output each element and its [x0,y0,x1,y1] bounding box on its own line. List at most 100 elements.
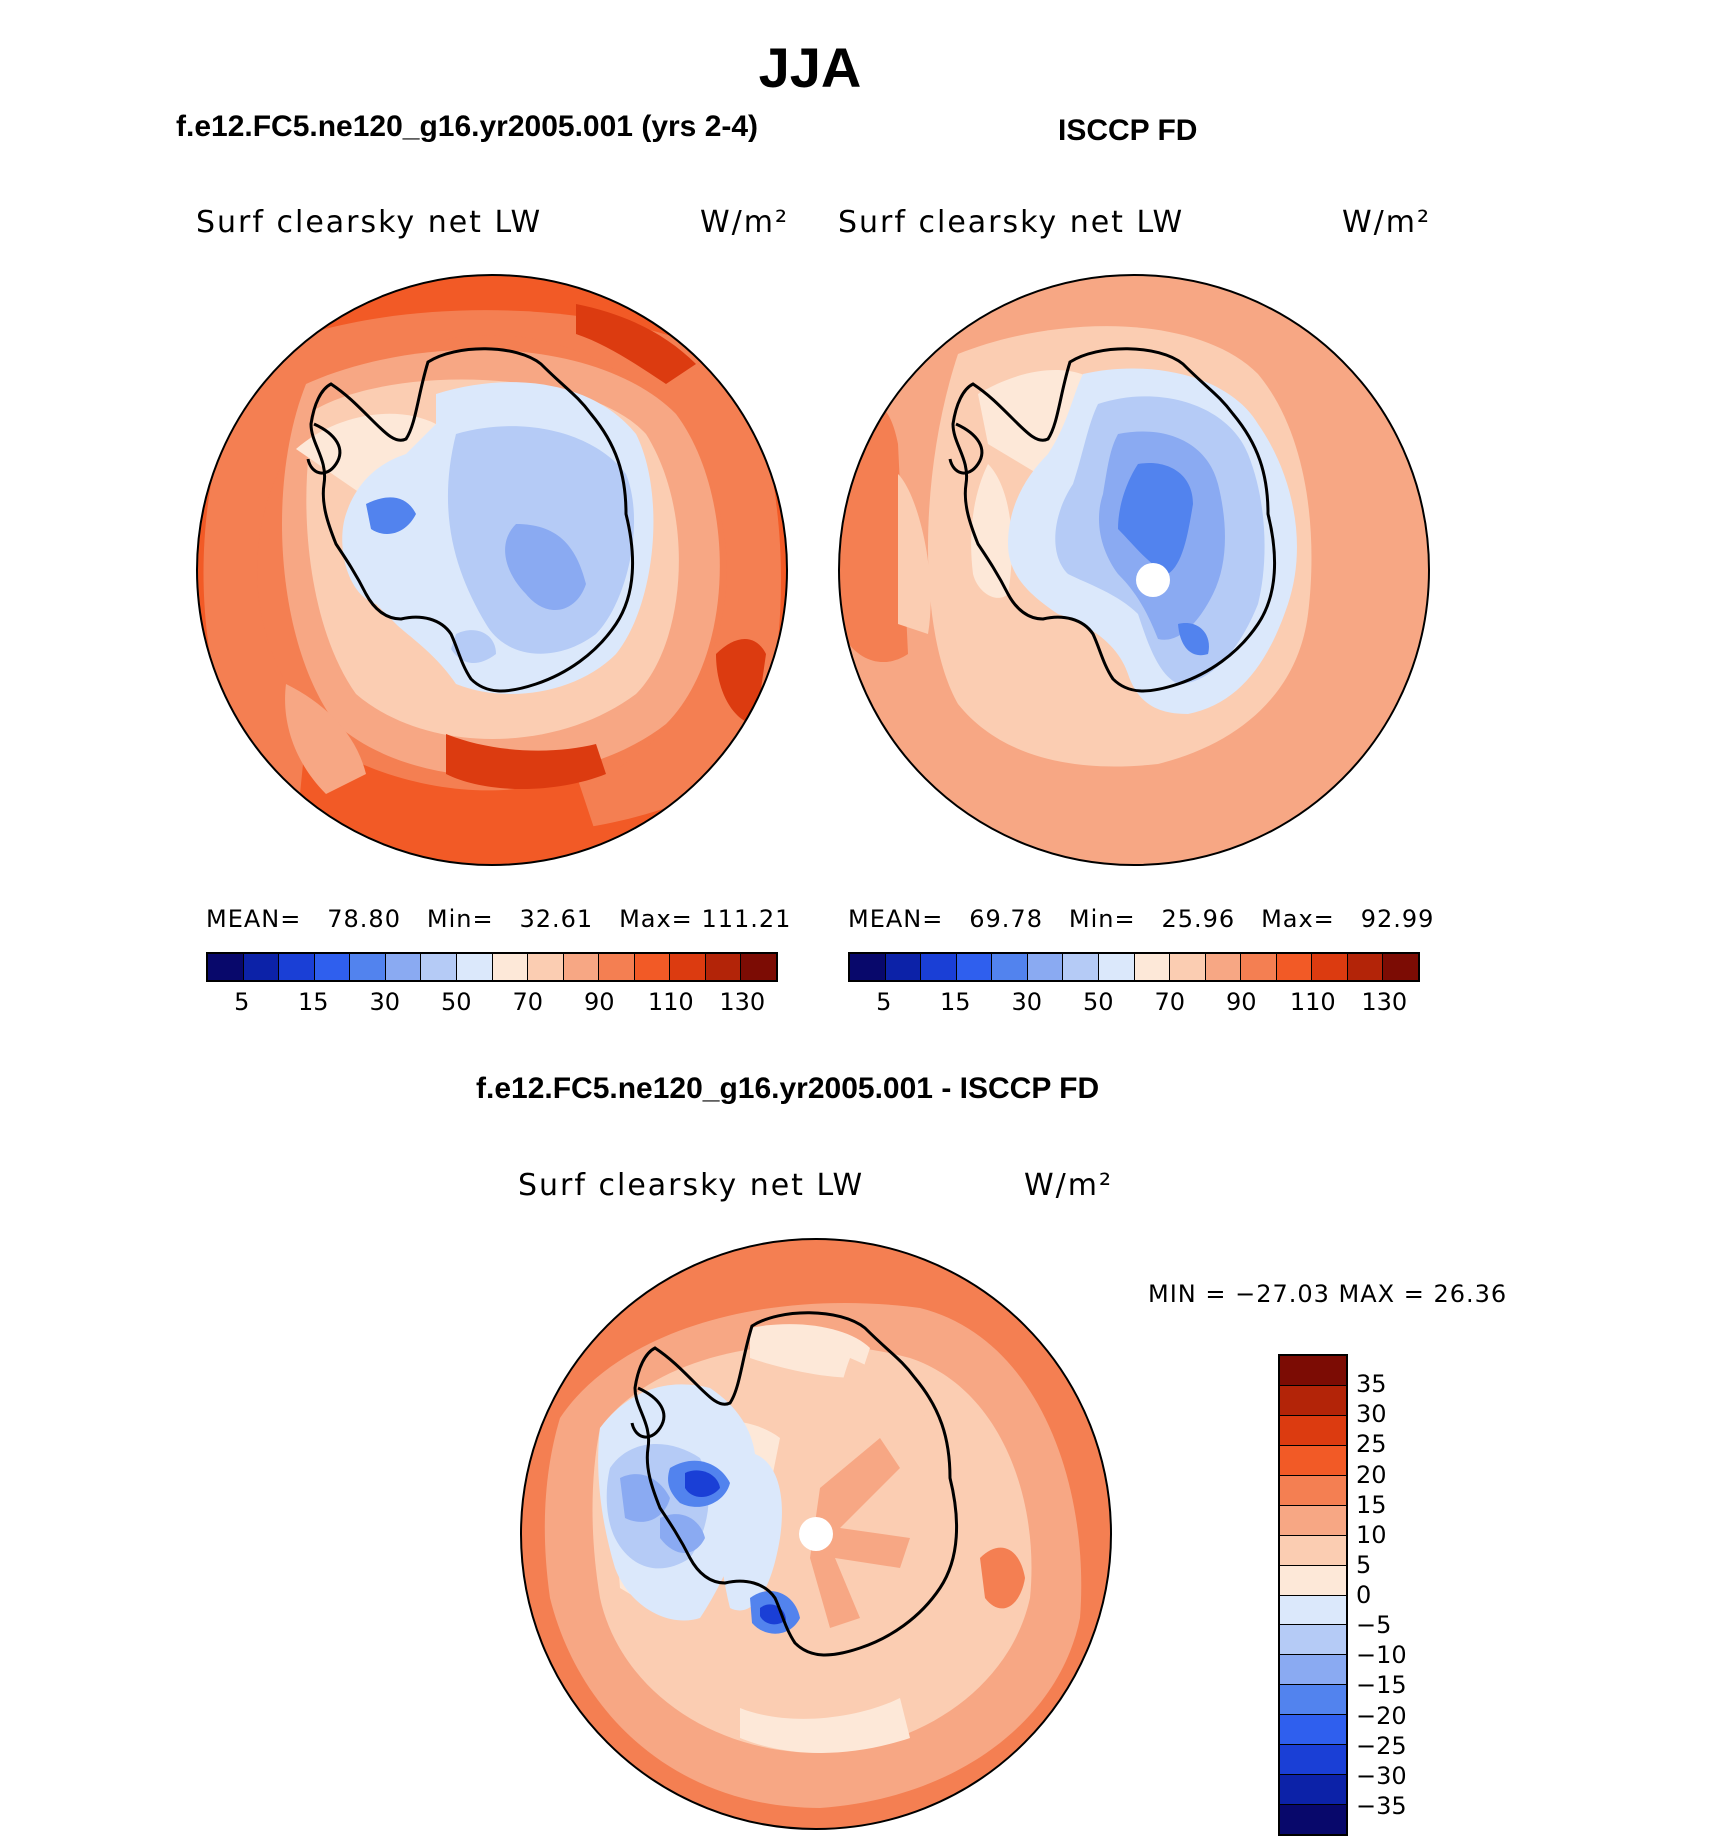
panel-2-mean-label: MEAN= [848,905,944,933]
colorbar-swatch [314,954,351,980]
colorbar-swatch [634,954,671,980]
colorbar-swatch [1280,1565,1346,1596]
difference-min-max: MIN = −27.03 MAX = 26.36 [1148,1280,1508,1308]
panel-2-colorbar-ticks: 5 15 30 50 70 90 110 130 [848,988,1420,1018]
colorbar-swatch [1098,954,1135,980]
panel-1-colorbar [206,952,778,982]
panel-2-max-value: 92.99 [1360,905,1435,933]
colorbar-swatch [208,954,244,980]
colorbar-tick-label: 90 [1225,988,1257,1016]
colorbar-swatch [1280,1805,1346,1834]
colorbar-tick-label: −10 [1356,1641,1407,1670]
difference-units: W/m² [1024,1168,1114,1203]
colorbar-tick-label: 20 [1356,1460,1387,1489]
colorbar-tick-label: 15 [297,988,329,1016]
colorbar-swatch [1312,954,1348,980]
colorbar-tick-label: 25 [1356,1430,1387,1459]
panel-1-stats: MEAN= 78.80 Min= 32.61 Max= 111.21 [206,905,791,933]
colorbar-tick-label: 130 [719,988,766,1016]
colorbar-tick-label: 110 [647,988,694,1016]
figure-title: JJA [758,36,862,99]
colorbar-tick-label: 30 [1011,988,1043,1016]
colorbar-swatch [885,954,922,980]
colorbar-swatch [1063,954,1099,980]
colorbar-swatch [992,954,1028,980]
colorbar-swatch [670,954,706,980]
colorbar-tick-label: 110 [1289,988,1336,1016]
colorbar-tick-label: −35 [1356,1791,1407,1820]
colorbar-swatch [599,954,635,980]
colorbar-tick-label: −25 [1356,1731,1407,1760]
colorbar-tick-label: 5 [1356,1550,1372,1579]
panel-1-mean-value: 78.80 [327,905,401,933]
colorbar-tick-label: 50 [1082,988,1114,1016]
colorbar-swatch [1027,954,1064,980]
colorbar-swatch [1280,1385,1346,1416]
colorbar-tick-label: 5 [876,988,892,1016]
colorbar-swatch [1280,1445,1346,1476]
panel-1-subtitle: f.e12.FC5.ne120_g16.yr2005.001 (yrs 2-4) [176,110,759,143]
panel-2-units: W/m² [1342,205,1432,240]
colorbar-swatch [1280,1356,1346,1386]
colorbar-swatch [1280,1505,1346,1536]
colorbar-swatch [1276,954,1313,980]
panel-1-max-label: Max= [619,905,693,933]
difference-polar-map [520,1238,1112,1830]
colorbar-swatch [1170,954,1206,980]
panel-1-colorbar-ticks: 5 15 30 50 70 90 110 130 [206,988,778,1018]
colorbar-swatch [421,954,457,980]
colorbar-tick-label: 10 [1356,1520,1387,1549]
colorbar-tick-label: 5 [234,988,250,1016]
colorbar-swatch [921,954,957,980]
colorbar-tick-label: 30 [369,988,401,1016]
colorbar-swatch [1280,1595,1346,1626]
panel-1-units: W/m² [700,205,790,240]
difference-variable-label: Surf clearsky net LW [518,1168,865,1203]
panel-2-stats: MEAN= 69.78 Min= 25.96 Max= 92.99 [848,905,1434,933]
colorbar-swatch [385,954,422,980]
colorbar-swatch [741,954,776,980]
colorbar-swatch [1280,1745,1346,1776]
colorbar-swatch [1280,1715,1346,1746]
colorbar-swatch [850,954,886,980]
colorbar-swatch [1383,954,1418,980]
panel-1-variable-label: Surf clearsky net LW [196,205,543,240]
colorbar-swatch [456,954,493,980]
colorbar-swatch [1280,1625,1346,1656]
colorbar-tick-label: 0 [1356,1581,1372,1609]
colorbar-swatch [705,954,742,980]
panel-1-polar-map [196,274,788,866]
panel-2-min-value: 25.96 [1161,905,1236,933]
colorbar-swatch [1241,954,1277,980]
panel-2-min-label: Min= [1068,905,1136,933]
colorbar-tick-label: 90 [583,988,615,1016]
panel-1-max-value: 111.21 [701,905,792,933]
colorbar-swatch [1347,954,1384,980]
colorbar-swatch [563,954,600,980]
panel-2-variable-label: Surf clearsky net LW [838,205,1185,240]
colorbar-swatch [1280,1535,1346,1566]
difference-colorbar-ticks: 35 30 25 20 15 10 5 0 −5 −10 −15 −20 −25 −30 −35 [1356,1354,1476,1836]
colorbar-swatch [1280,1415,1346,1446]
colorbar-tick-label: 70 [1154,988,1186,1016]
colorbar-tick-label: −30 [1356,1761,1407,1790]
colorbar-tick-label: −20 [1356,1701,1407,1730]
colorbar-swatch [492,954,529,980]
panel-2-subtitle: ISCCP FD [1058,114,1198,147]
colorbar-swatch [243,954,280,980]
colorbar-swatch [1280,1655,1346,1686]
colorbar-swatch [1280,1475,1346,1506]
colorbar-swatch [1134,954,1171,980]
colorbar-swatch [1280,1685,1346,1716]
colorbar-swatch [1280,1775,1346,1806]
panel-1-min-value: 32.61 [519,905,594,933]
colorbar-tick-label: −15 [1356,1671,1407,1700]
difference-subtitle: f.e12.FC5.ne120_g16.yr2005.001 - ISCCP F… [476,1072,1100,1105]
panel-2-max-label: Max= [1261,905,1335,933]
colorbar-swatch [350,954,386,980]
panel-2-polar-map [838,274,1430,866]
colorbar-swatch [956,954,993,980]
difference-colorbar [1278,1354,1348,1836]
panel-1-min-label: Min= [426,905,494,933]
colorbar-tick-label: −5 [1356,1611,1392,1640]
